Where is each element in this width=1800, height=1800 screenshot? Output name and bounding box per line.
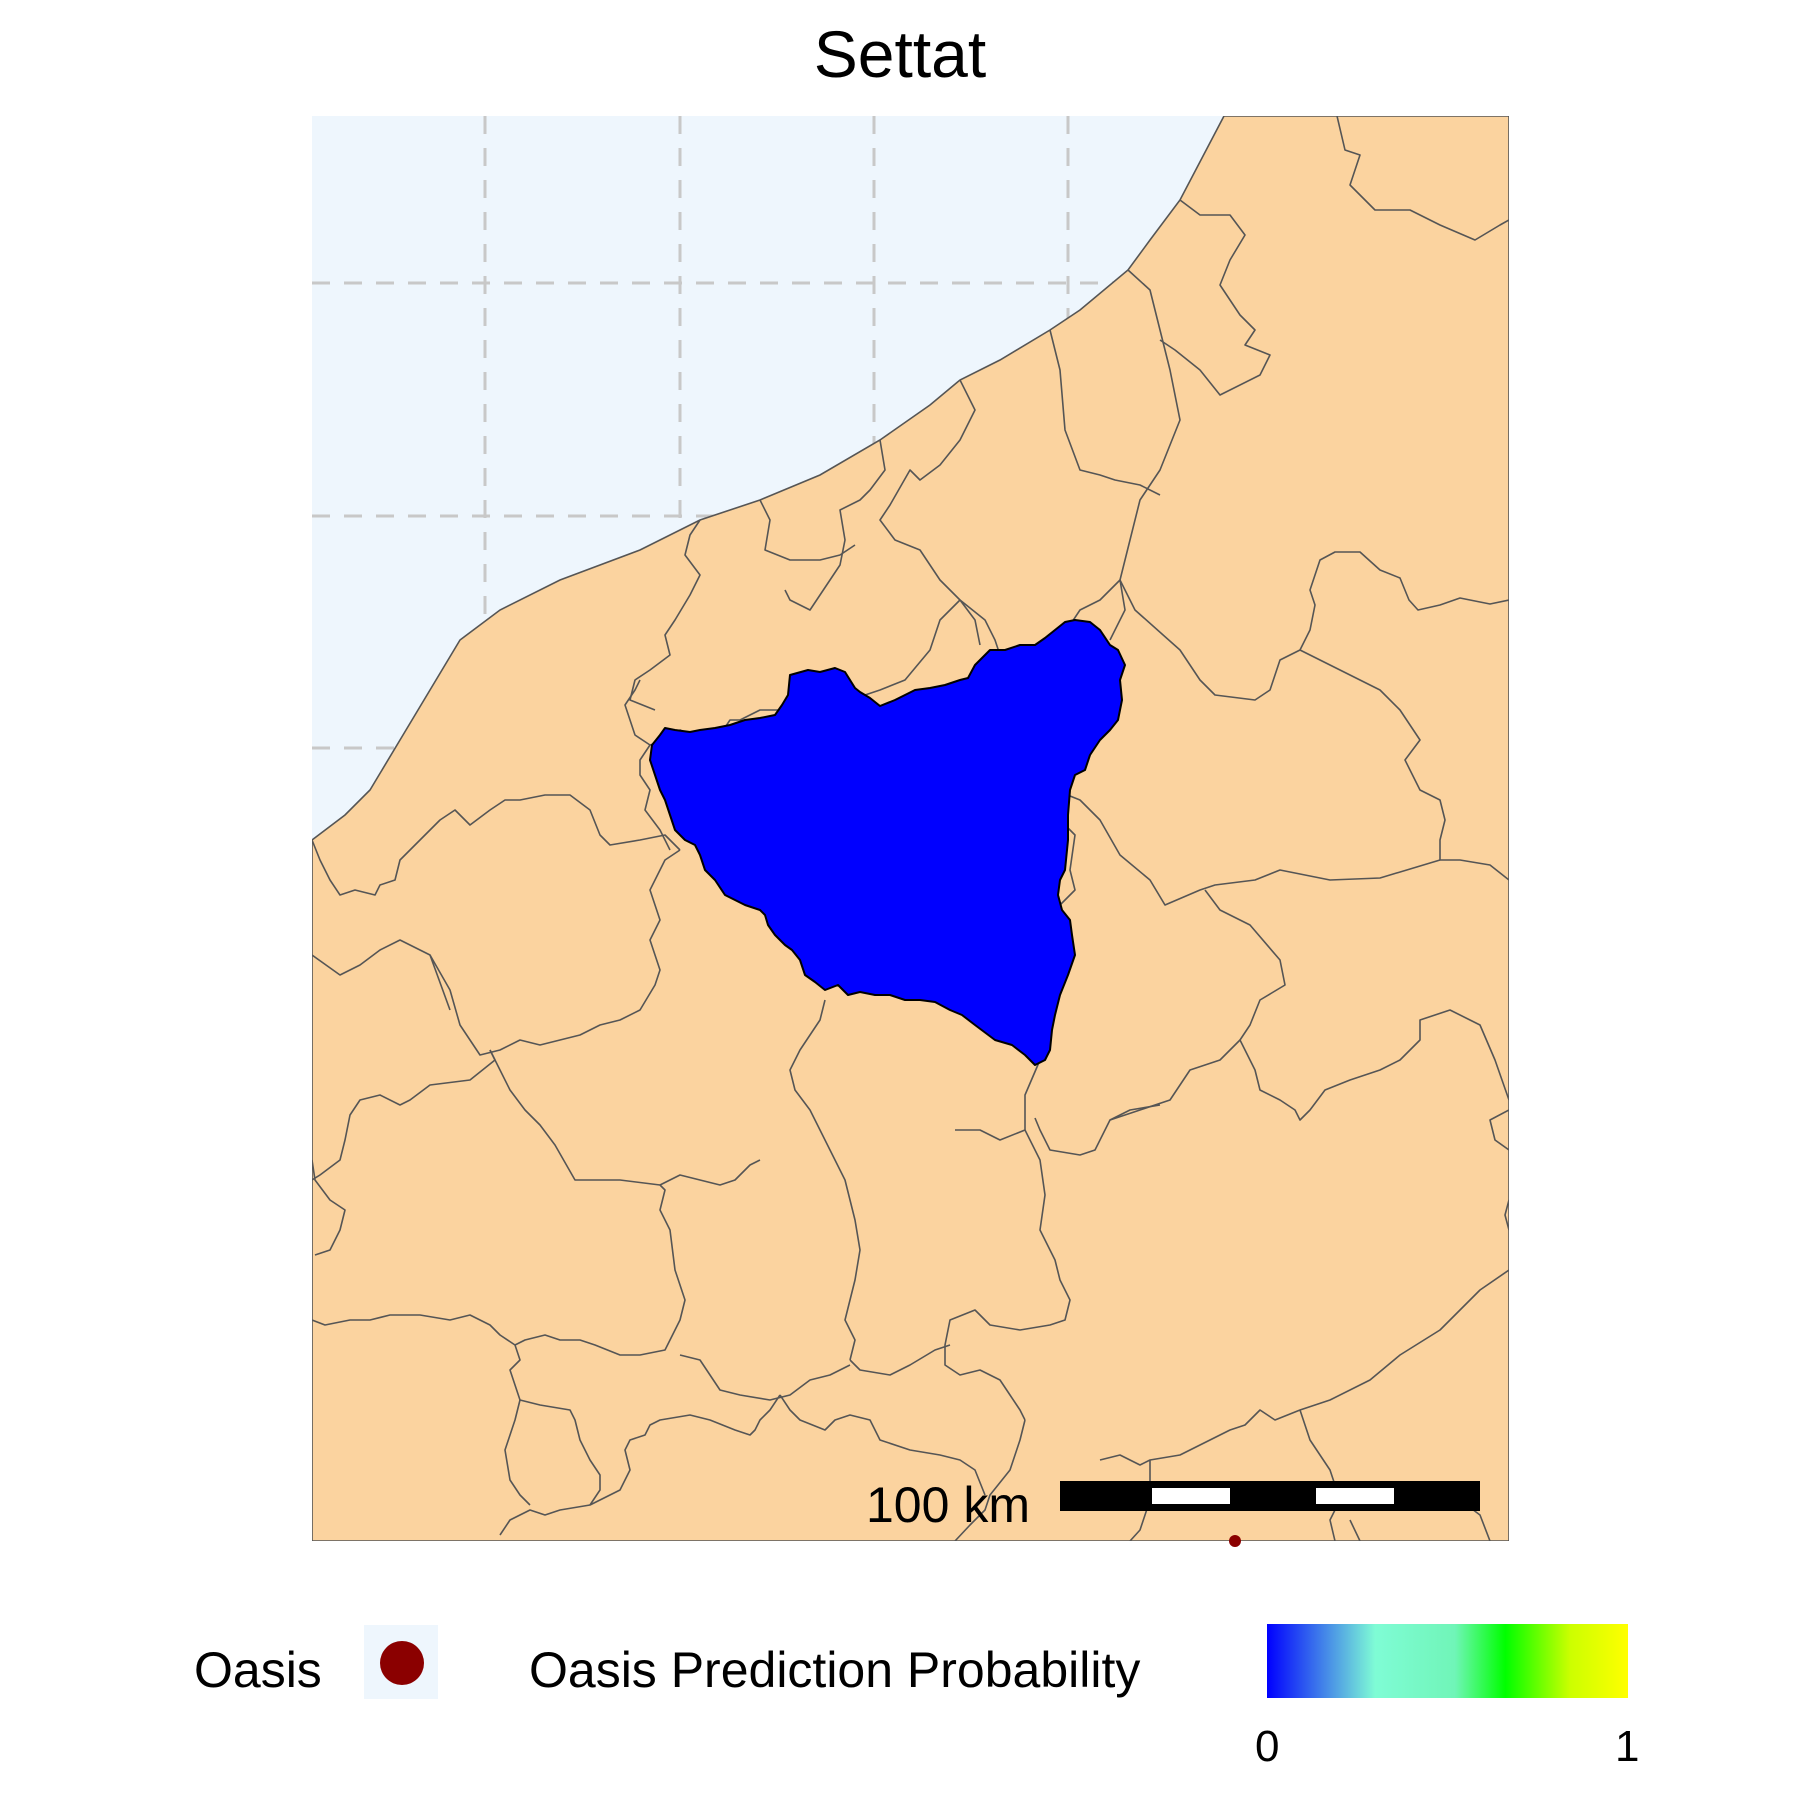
probability-colorbar xyxy=(1267,1624,1628,1698)
scale-bar xyxy=(1060,1481,1480,1511)
colorbar-max-label: 1 xyxy=(1615,1722,1640,1771)
admin-boundaries xyxy=(312,116,1509,1541)
oasis-point[interactable] xyxy=(1229,1535,1241,1547)
settat-region[interactable] xyxy=(649,619,1126,1066)
legend-oasis-label: Oasis xyxy=(194,1642,322,1698)
legend-oasis-key xyxy=(364,1625,438,1699)
legend-colorbar-title: Oasis Prediction Probability xyxy=(529,1642,1141,1698)
colorbar-min-label: 0 xyxy=(1255,1722,1280,1771)
scale-bar-label: 100 km xyxy=(866,1477,1030,1533)
legend-oasis-dot xyxy=(380,1641,424,1685)
map-title: Settat xyxy=(813,17,987,91)
